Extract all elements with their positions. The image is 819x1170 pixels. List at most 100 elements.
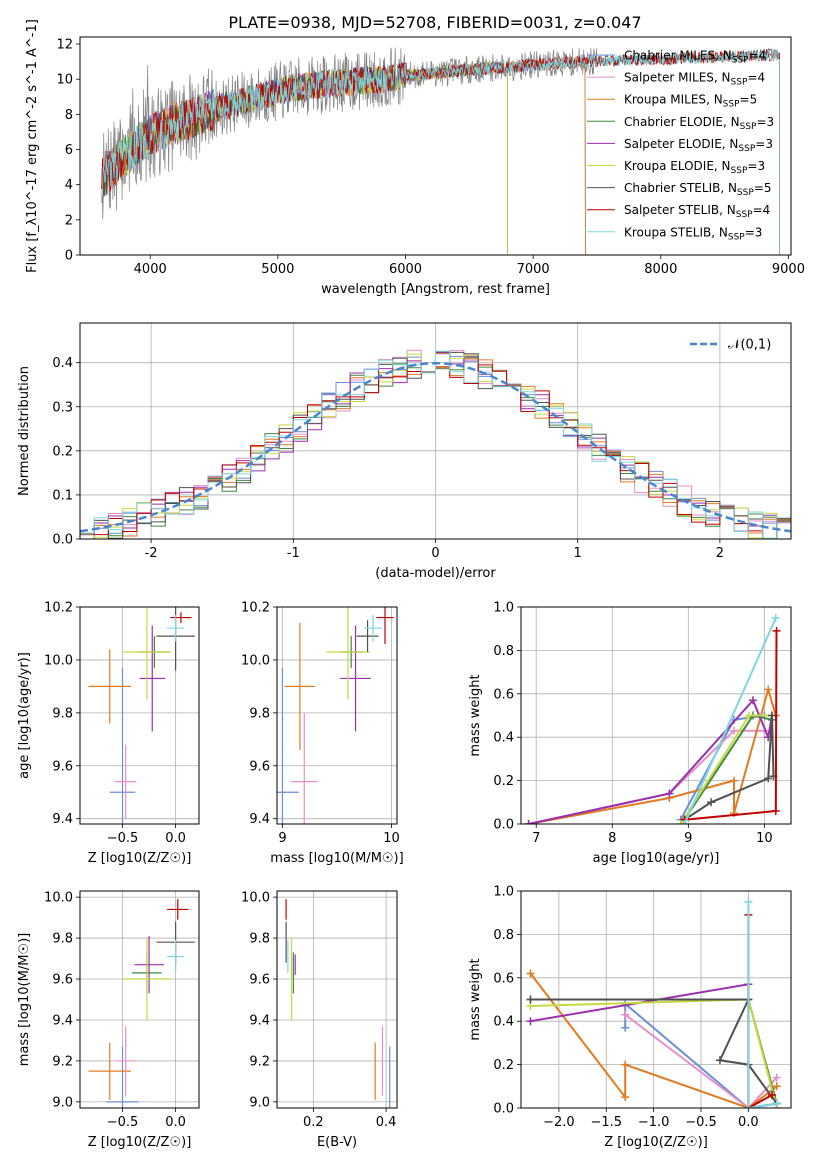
weight-marker xyxy=(771,613,780,622)
mass-vs-Z-y-tick-label: 9.4 xyxy=(52,1013,73,1028)
legend-entry-label: Salpeter STELIB, NSSP=4 xyxy=(624,203,770,220)
errorbar-point xyxy=(167,899,189,920)
weight-vs-age-y-tick-label: 0.6 xyxy=(493,687,514,702)
weight-vs-age-x-tick-label: 10 xyxy=(756,831,773,846)
mass-vs-ebv-plot-area xyxy=(277,891,397,1108)
errorbar-point xyxy=(115,744,137,819)
mass-vs-Z-x-tick-label: −0.5 xyxy=(107,1115,139,1130)
weight-marker xyxy=(621,1023,630,1032)
spectrum-x-tick-label: 7000 xyxy=(517,262,550,277)
weight-vs-age-y-tick-label: 1.0 xyxy=(493,601,514,616)
mass-vs-ebv-y-tick-label: 9.8 xyxy=(249,932,270,947)
weight-series xyxy=(680,613,780,824)
gaussian-legend-label: 𝒩(0,1) xyxy=(728,338,771,353)
weight-marker xyxy=(768,1090,777,1099)
errorbar-point xyxy=(106,1046,139,1108)
age-vs-mass-y-tick-label: 10.0 xyxy=(241,653,270,668)
errorbar-point xyxy=(88,1042,131,1100)
weight-marker xyxy=(764,685,773,694)
weight-marker xyxy=(744,897,753,906)
errorbar-point xyxy=(123,938,171,1020)
weight-vs-Z-x-tick-label: −0.5 xyxy=(685,1115,717,1130)
age-vs-mass-plot-area xyxy=(277,607,397,824)
errorbar-point xyxy=(109,667,136,824)
gaussian-curve xyxy=(80,361,791,533)
weight-marker xyxy=(729,776,738,785)
errorbar-point xyxy=(284,622,316,750)
weight-marker xyxy=(676,820,685,824)
weight-series-line xyxy=(528,729,765,824)
errorbar-point xyxy=(356,620,379,652)
errorbar-point xyxy=(139,625,165,732)
mass-vs-ebv-y-tick-label: 9.0 xyxy=(249,1095,270,1110)
mass-vs-ebv-panel: 0.2 0.4 9.0 9.2 9.4 9.6 9.8 10.0 E(B-V) xyxy=(241,890,398,1150)
mass-vs-Z-frame xyxy=(79,890,200,1109)
mass-vs-ebv-y-tick-label: 9.4 xyxy=(249,1013,270,1028)
weight-marker xyxy=(744,1104,753,1108)
weight-vs-Z-frame xyxy=(520,890,792,1109)
age-vs-Z-y-tick-label: 10.2 xyxy=(44,601,73,616)
weight-marker xyxy=(621,1010,630,1019)
mass-vs-ebv-frame xyxy=(276,890,398,1109)
age-vs-mass-y-tick-label: 9.6 xyxy=(249,759,270,774)
spectrum-y-tick-label: 12 xyxy=(56,38,73,53)
residual-histogram-step xyxy=(80,350,791,539)
spectrum-x-tick-label: 5000 xyxy=(261,262,294,277)
legend-entry-label: Salpeter MILES, NSSP=4 xyxy=(624,71,765,88)
residuals-x-tick-label: 1 xyxy=(574,546,582,561)
errorbar-point xyxy=(167,940,185,973)
spectrum-panel: 4000 5000 6000 7000 8000 9000 0 2 4 6 8 10 12 wavelen… xyxy=(25,19,805,297)
weight-vs-Z-y-tick-label: 0.4 xyxy=(493,1015,514,1030)
spectrum-y-tick-label: 6 xyxy=(65,143,73,158)
spectrum-frame xyxy=(79,36,792,256)
weight-vs-age-y-tick-label: 0.8 xyxy=(493,644,514,659)
mass-vs-ebv-x-axis-label: E(B-V) xyxy=(317,1135,357,1150)
spectrum-y-tick-label: 2 xyxy=(65,213,73,228)
residuals-panel: -2 -1 0 1 2 0.0 0.1 0.2 0.3 0.4 (data-model)/error… xyxy=(17,322,792,581)
spectrum-plot-area xyxy=(101,47,780,255)
spectrum-y-tick-label: 0 xyxy=(65,249,73,264)
weight-marker xyxy=(665,789,674,798)
mass-vs-Z-panel: −0.5 0.0 9.0 9.2 9.4 9.6 9.8 10.0 Z [log10(Z/Z☉)… xyxy=(17,890,200,1150)
spectrum-y-tick-label: 8 xyxy=(65,108,73,123)
spectrum-x-tick-label: 8000 xyxy=(644,262,677,277)
residuals-plot-area xyxy=(80,323,791,539)
errorbar-point xyxy=(170,612,192,623)
errorbar-point xyxy=(326,607,370,700)
spectrum-x-tick-label: 9000 xyxy=(772,262,805,277)
weight-marker xyxy=(680,820,689,824)
mass-vs-Z-plot-area xyxy=(80,891,199,1108)
residuals-y-tick-label: 0.3 xyxy=(52,400,73,415)
errorbar-point xyxy=(115,1026,137,1096)
age-vs-Z-y-axis-label: age [log10(age/yr)] xyxy=(17,652,32,779)
legend-entry-label: Kroupa STELIB, NSSP=3 xyxy=(624,225,762,242)
weight-series-line xyxy=(747,901,777,1108)
weight-marker xyxy=(745,711,754,720)
weight-marker xyxy=(729,726,738,735)
residuals-y-tick-label: 0.2 xyxy=(52,444,73,459)
weight-vs-Z-x-tick-label: −2.0 xyxy=(543,1115,575,1130)
weight-vs-age-y-tick-label: 0.2 xyxy=(493,774,514,789)
residuals-x-axis-label: (data-model)/error xyxy=(375,566,496,581)
weight-series xyxy=(524,685,780,824)
weight-marker xyxy=(715,1056,724,1065)
age-vs-mass-y-tick-label: 10.2 xyxy=(241,601,270,616)
errorbar-point xyxy=(88,649,131,724)
weight-vs-Z-panel: −2.0 −1.5 −1.0 −0.5 0.0 0.0 0.2 0.4 0.6 0.8 1.0 Z [… xyxy=(468,885,792,1150)
weight-vs-age-y-axis-label: mass weight xyxy=(468,674,483,756)
residuals-x-tick-label: 0 xyxy=(431,546,439,561)
legend-entry-label: Kroupa ELODIE, NSSP=3 xyxy=(624,159,765,176)
errorbar-point xyxy=(376,607,394,645)
weight-marker xyxy=(772,1073,781,1082)
legend-entry-label: Kroupa MILES, NSSP=5 xyxy=(624,93,757,110)
weight-vs-Z-y-tick-label: 0.2 xyxy=(493,1058,514,1073)
weight-marker xyxy=(764,774,773,783)
weight-vs-Z-x-tick-label: −1.0 xyxy=(638,1115,670,1130)
age-vs-Z-y-tick-label: 9.8 xyxy=(52,706,73,721)
mass-vs-ebv-y-tick-label: 10.0 xyxy=(241,891,270,906)
errorbar-point xyxy=(134,936,164,994)
mass-vs-Z-y-tick-label: 9.8 xyxy=(52,932,73,947)
weight-marker xyxy=(772,626,781,635)
residuals-x-tick-label: 2 xyxy=(716,546,724,561)
residuals-y-tick-label: 0.4 xyxy=(52,356,73,371)
